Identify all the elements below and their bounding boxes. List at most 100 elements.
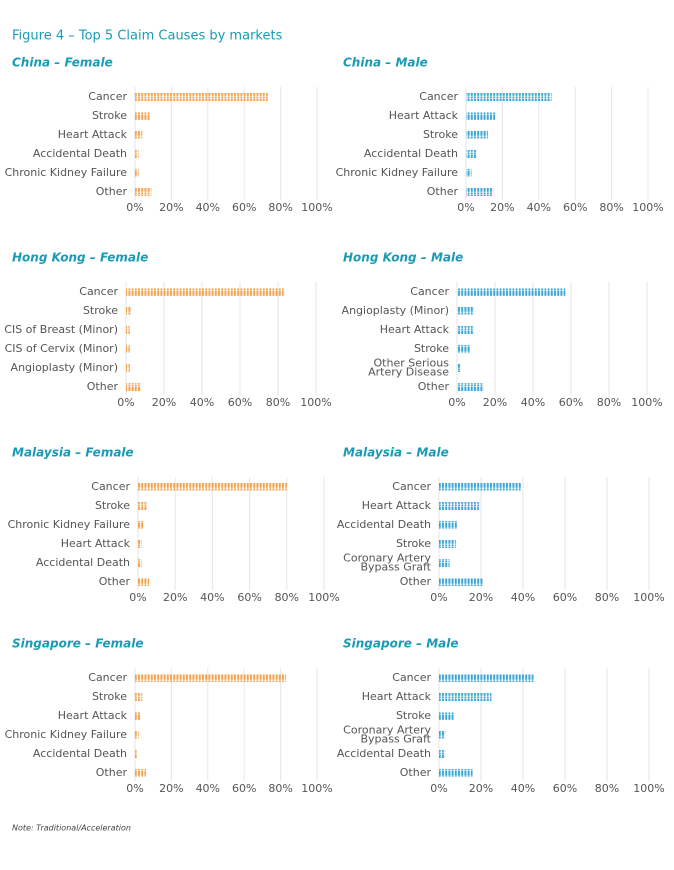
x-tick-label: 40% [196,782,220,795]
x-tick-label: 0% [126,201,143,214]
category-label: Other [418,380,450,393]
x-tick-label: 80% [597,396,621,409]
category-label: Heart Attack [362,499,432,512]
category-label: Cancer [88,671,127,684]
bar [138,502,148,510]
category-label: Heart Attack [362,690,432,703]
panel-title: Singapore – Male [343,637,459,651]
x-tick-label: 40% [521,396,545,409]
bar [439,750,446,758]
bar [466,150,477,158]
panel-title: Singapore – Female [12,637,144,651]
category-label: Heart Attack [380,323,450,336]
bar [126,326,130,334]
x-tick-label: 60% [232,782,256,795]
x-tick-label: 40% [196,201,220,214]
x-tick-label: 20% [490,201,514,214]
panel-title: China – Male [343,56,428,70]
x-tick-label: 20% [483,396,507,409]
panel-title: Malaysia – Male [343,446,449,460]
category-label: Cancer [79,285,118,298]
category-label: Chronic Kidney Failure [8,518,131,531]
x-tick-label: 40% [200,591,224,604]
panel-title: Malaysia – Female [12,446,134,460]
x-tick-label: 100% [631,396,662,409]
bar [439,521,458,529]
x-tick-label: 100% [633,782,664,795]
x-tick-label: 80% [268,201,292,214]
category-label: Other [99,575,131,588]
x-tick-label: 100% [301,201,332,214]
category-label: Stroke [423,128,458,141]
category-label: Heart Attack [389,109,459,122]
bar [439,693,492,701]
category-label: Cancer [392,480,431,493]
category-label: Stroke [396,709,431,722]
x-tick-label: 20% [163,591,187,604]
panel-title: Hong Kong – Male [343,251,463,265]
bar [135,150,139,158]
x-tick-label: 20% [469,782,493,795]
category-label: Accidental Death [337,518,431,531]
x-tick-label: 0% [117,396,134,409]
category-label: Accidental Death [364,147,458,160]
category-label: Cancer [88,90,127,103]
bar [135,188,152,196]
x-tick-label: 100% [301,782,332,795]
category-label: Heart Attack [58,128,128,141]
x-tick-label: 0% [129,591,146,604]
category-label: Chronic Kidney Failure [5,166,128,179]
category-label: Other [400,575,432,588]
category-label: Accidental Death [36,556,130,569]
category-label: Stroke [95,499,130,512]
bar [457,383,484,391]
bar [135,674,287,682]
bar [439,502,479,510]
panel-title: China – Female [12,56,113,70]
x-tick-label: 40% [190,396,214,409]
bar [457,307,475,315]
x-tick-label: 80% [268,782,292,795]
x-tick-label: 60% [237,591,261,604]
x-tick-label: 40% [511,591,535,604]
bar [126,288,284,296]
bar [457,288,566,296]
x-tick-label: 100% [308,591,339,604]
bar [466,169,472,177]
bar [135,93,268,101]
bar [138,521,144,529]
bar [439,769,473,777]
x-tick-label: 80% [275,591,299,604]
bar [135,712,141,720]
x-tick-label: 80% [595,591,619,604]
x-tick-label: 100% [300,396,331,409]
category-label: Heart Attack [58,709,128,722]
category-label: Heart Attack [61,537,131,550]
bar [135,169,139,177]
bar [439,674,534,682]
bar [466,93,552,101]
x-tick-label: 80% [595,782,619,795]
figure-title: Figure 4 – Top 5 Claim Causes by markets [12,29,283,44]
bar [126,383,142,391]
bar [126,345,130,353]
category-label: Cancer [91,480,130,493]
bar [135,769,146,777]
x-tick-label: 0% [126,782,143,795]
x-tick-label: 0% [457,201,474,214]
bar [439,559,450,567]
bar [135,693,143,701]
panel-title: Hong Kong – Female [12,251,148,265]
x-tick-label: 0% [448,396,465,409]
x-tick-label: 60% [232,201,256,214]
category-label: Coronary Artery Bypass Graft [343,552,432,574]
note: Note: Traditional/Acceleration [12,824,131,833]
bar [439,731,446,739]
x-tick-label: 20% [159,201,183,214]
category-label: Other [427,185,459,198]
category-label: Accidental Death [33,747,127,760]
bar [457,345,471,353]
x-tick-label: 80% [266,396,290,409]
category-label: Stroke [396,537,431,550]
bar [466,131,488,139]
